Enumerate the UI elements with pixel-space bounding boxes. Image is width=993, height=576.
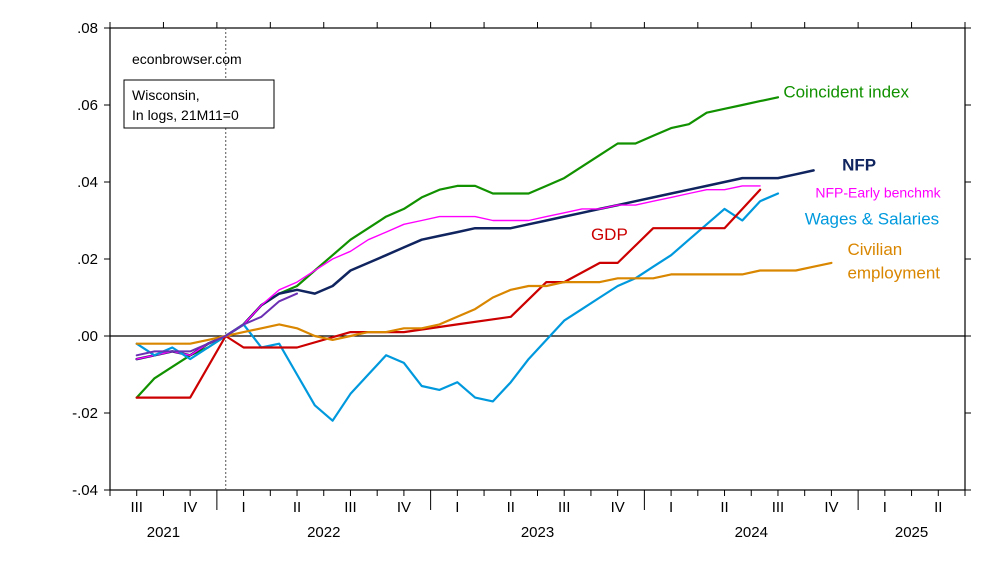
series-label-nfp: NFP [842,155,876,174]
x-quarter-label: I [669,499,673,516]
x-quarter-label: II [507,499,515,516]
x-quarter-label: II [934,499,942,516]
chart-svg: -.04-.02.00.02.04.06.08IIIIVIIIIIIIVIIII… [0,0,993,576]
annotation-text: Wisconsin, [132,87,200,103]
watermark-text: econbrowser.com [132,51,242,67]
chart-container: -.04-.02.00.02.04.06.08IIIIVIIIIIIIVIIII… [0,0,993,576]
x-quarter-label: IV [611,499,625,516]
y-tick-label: .06 [77,97,98,114]
x-year-label: 2023 [521,524,554,541]
x-quarter-label: III [558,499,571,516]
series-label-civ_emp: Civilian [847,240,902,259]
series-label2-civ_emp: employment [847,263,940,282]
y-tick-label: .08 [77,20,98,37]
x-year-label: 2024 [735,524,768,541]
x-quarter-label: II [293,499,301,516]
x-year-label: 2025 [895,524,928,541]
x-quarter-label: III [772,499,785,516]
series-label-wages: Wages & Salaries [805,209,939,228]
x-quarter-label: IV [183,499,197,516]
series-label-coincident: Coincident index [783,82,909,101]
x-quarter-label: III [344,499,357,516]
series-label-gdp: GDP [591,225,628,244]
y-tick-label: -.02 [72,405,98,422]
x-year-label: 2021 [147,524,180,541]
x-quarter-label: III [130,499,143,516]
x-quarter-label: I [455,499,459,516]
x-quarter-label: II [720,499,728,516]
series-label-nfp_early: NFP-Early benchmk [815,184,941,200]
x-quarter-label: IV [824,499,838,516]
annotation-text: In logs, 21M11=0 [132,107,239,123]
x-quarter-label: I [242,499,246,516]
y-tick-label: .02 [77,251,98,268]
y-tick-label: .04 [77,174,98,191]
x-year-label: 2022 [307,524,340,541]
x-quarter-label: IV [397,499,411,516]
x-quarter-label: I [883,499,887,516]
y-tick-label: .00 [77,328,98,345]
y-tick-label: -.04 [72,482,98,499]
